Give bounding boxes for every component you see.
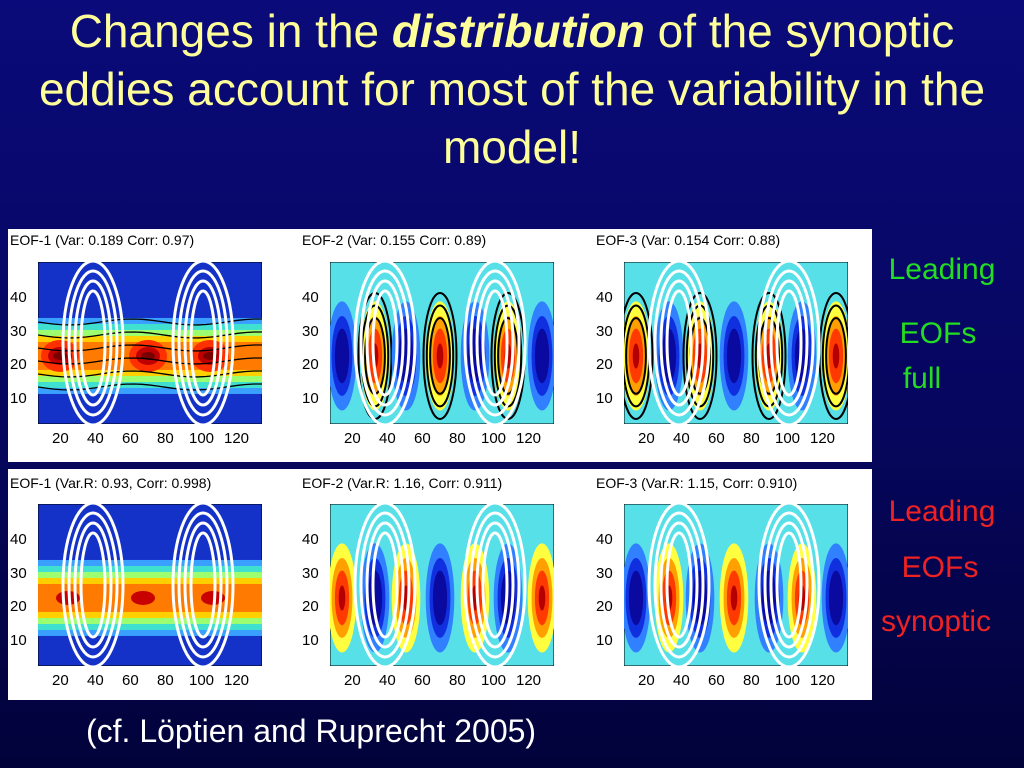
y-tick-label: 30 [302,323,319,340]
plot-title-full-2: EOF-2 (Var: 0.155 Corr: 0.89) [302,232,487,248]
plot-title-syn-1: EOF-1 (Var.R: 0.93, Corr: 0.998) [10,475,212,491]
y-tick-label: 20 [302,598,319,615]
y-tick-label: 30 [302,565,319,582]
x-tick-label: 120 [516,672,542,689]
eof-field-plot-syn-2 [330,504,554,666]
y-tick-label: 10 [10,390,27,407]
x-tick-label: 60 [414,430,431,447]
plot-title-syn-2: EOF-2 (Var.R: 1.16, Corr: 0.911) [302,475,503,491]
y-tick-label: 30 [10,565,27,582]
eof-field-plot-full-2 [330,262,554,424]
full-label-line3: full [902,362,942,395]
x-tick-label: 120 [810,672,836,689]
eof-field-plot-full-1 [38,262,262,424]
y-tick-label: 30 [10,323,27,340]
y-tick-label: 40 [302,289,319,306]
y-tick-label: 40 [596,531,613,548]
x-tick-label: 100 [189,672,215,689]
y-tick-label: 40 [302,531,319,548]
x-tick-label: 80 [449,672,466,689]
full-eofs-label: Leading EOFs full [852,252,1024,397]
x-tick-label: 100 [481,430,507,447]
y-tick-label: 10 [302,632,319,649]
syn-label-line1: Leading [888,495,996,528]
x-tick-label: 120 [810,430,836,447]
x-tick-label: 100 [775,672,801,689]
y-tick-label: 20 [10,598,27,615]
x-tick-label: 80 [743,430,760,447]
x-tick-label: 60 [708,430,725,447]
y-tick-label: 10 [10,632,27,649]
x-tick-label: 80 [743,672,760,689]
citation: (cf. Löptien and Ruprecht 2005) [86,713,537,749]
y-tick-label: 10 [302,390,319,407]
syn-label-line2: EOFs [901,551,979,584]
x-tick-label: 100 [481,672,507,689]
x-tick-label: 60 [122,672,139,689]
syn-label-line3: synoptic [880,605,992,638]
x-tick-label: 100 [189,430,215,447]
x-tick-label: 120 [516,430,542,447]
y-tick-label: 20 [302,356,319,373]
y-tick-label: 40 [10,531,27,548]
x-tick-label: 80 [157,430,174,447]
x-tick-label: 60 [708,672,725,689]
y-tick-label: 10 [596,390,613,407]
x-tick-label: 20 [344,430,361,447]
eof-field-plot-syn-1 [38,504,262,666]
full-eofs-figure: EOF-1 (Var: 0.189 Corr: 0.97) 40 30 20 10 20 4… [8,229,872,462]
x-tick-label: 40 [673,672,690,689]
y-tick-label: 10 [596,632,613,649]
plot-title-full-1: EOF-1 (Var: 0.189 Corr: 0.97) [10,232,195,248]
full-label-line2: EOFs [899,317,977,350]
y-tick-label: 20 [10,356,27,373]
x-tick-label: 20 [638,672,655,689]
x-tick-label: 40 [379,430,396,447]
full-label-line1: Leading [888,253,996,286]
x-tick-label: 20 [638,430,655,447]
x-tick-label: 120 [224,430,250,447]
y-tick-label: 20 [596,598,613,615]
title-part1: Changes in the [69,5,392,57]
x-tick-label: 60 [122,430,139,447]
title-part2: of the synoptic eddies account for most … [38,5,986,173]
y-tick-label: 30 [596,565,613,582]
y-tick-label: 40 [596,289,613,306]
plot-title-syn-3: EOF-3 (Var.R: 1.15, Corr: 0.910) [596,475,798,491]
synoptic-eofs-figure: EOF-1 (Var.R: 0.93, Corr: 0.998) 40 30 20 10… [8,469,872,700]
slide-title: Changes in the distribution of the synop… [0,2,1024,176]
y-tick-label: 20 [596,356,613,373]
x-tick-label: 40 [379,672,396,689]
eof-field-plot-full-3 [624,262,848,424]
synoptic-eofs-label: Leading EOFs synoptic [848,494,1024,640]
eof-field-plot-syn-3 [624,504,848,666]
x-tick-label: 20 [344,672,361,689]
x-tick-label: 60 [414,672,431,689]
y-tick-label: 30 [596,323,613,340]
x-tick-label: 20 [52,672,69,689]
x-tick-label: 40 [673,430,690,447]
x-tick-label: 80 [157,672,174,689]
title-emphasis: distribution [391,5,645,57]
x-tick-label: 20 [52,430,69,447]
x-tick-label: 40 [87,672,104,689]
y-tick-label: 40 [10,289,27,306]
x-tick-label: 100 [775,430,801,447]
x-tick-label: 40 [87,430,104,447]
x-tick-label: 80 [449,430,466,447]
plot-title-full-3: EOF-3 (Var: 0.154 Corr: 0.88) [596,232,781,248]
x-tick-label: 120 [224,672,250,689]
